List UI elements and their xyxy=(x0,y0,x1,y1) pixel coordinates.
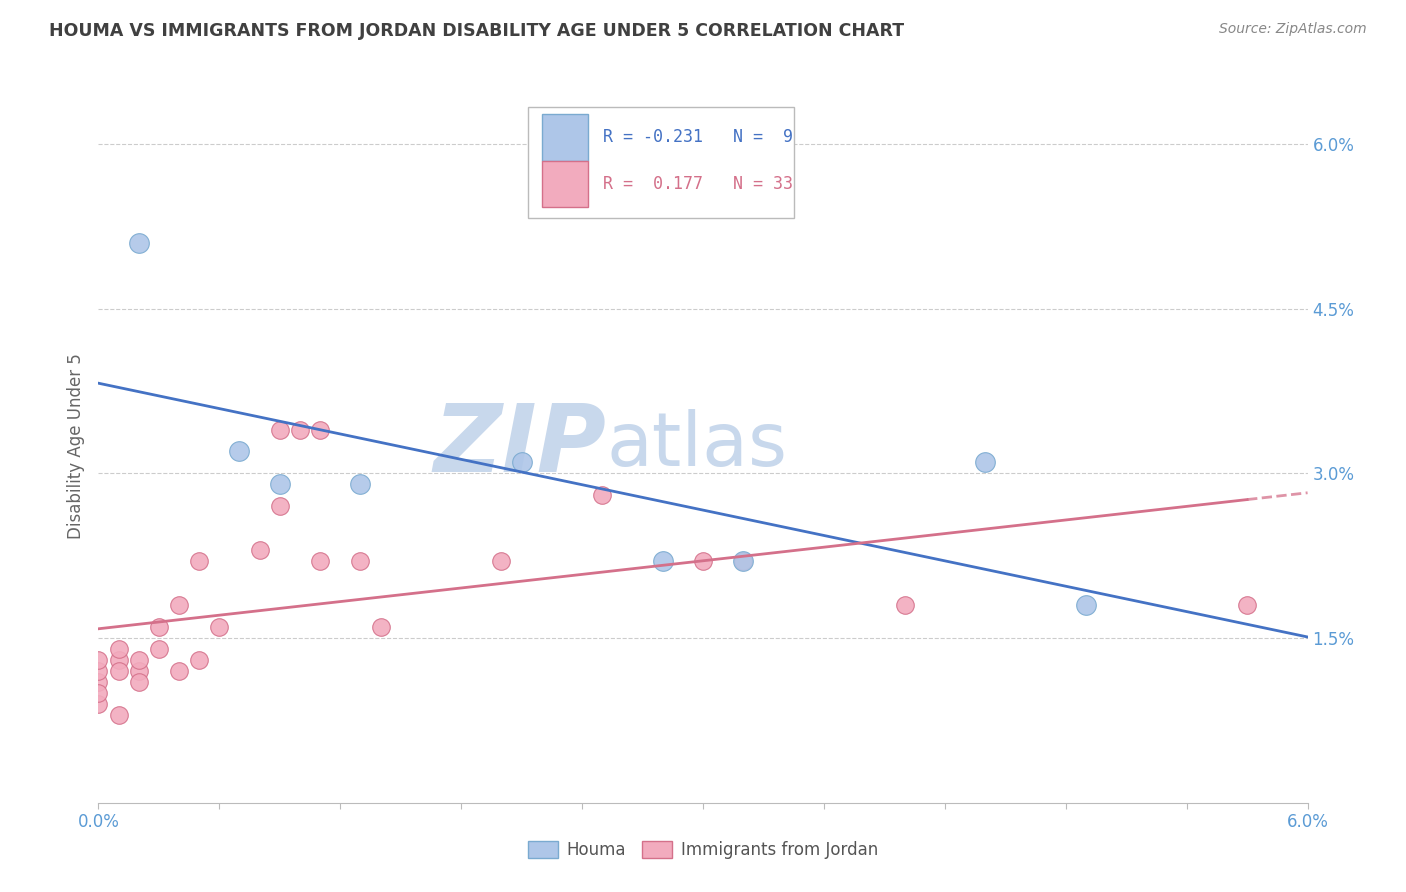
Point xyxy=(148,642,170,657)
Point xyxy=(491,554,513,568)
Text: ZIP: ZIP xyxy=(433,400,606,492)
Point xyxy=(87,697,110,711)
Text: R =  0.177   N = 33: R = 0.177 N = 33 xyxy=(603,175,793,193)
Point xyxy=(309,423,332,437)
Point xyxy=(733,554,755,568)
Text: HOUMA VS IMMIGRANTS FROM JORDAN DISABILITY AGE UNDER 5 CORRELATION CHART: HOUMA VS IMMIGRANTS FROM JORDAN DISABILI… xyxy=(49,22,904,40)
Point xyxy=(87,686,110,700)
Bar xyxy=(543,161,588,207)
Point xyxy=(591,488,613,502)
Point xyxy=(167,598,190,612)
Point xyxy=(288,423,311,437)
Point xyxy=(148,620,170,634)
Point xyxy=(269,500,291,514)
Point xyxy=(188,653,211,667)
Point xyxy=(651,554,673,568)
Legend: Houma, Immigrants from Jordan: Houma, Immigrants from Jordan xyxy=(522,834,884,866)
Point xyxy=(692,554,714,568)
Point xyxy=(107,664,129,678)
Point xyxy=(167,664,190,678)
Point xyxy=(87,664,110,678)
Point xyxy=(1236,598,1258,612)
Point xyxy=(510,455,533,469)
Point xyxy=(269,423,291,437)
Text: Source: ZipAtlas.com: Source: ZipAtlas.com xyxy=(1219,22,1367,37)
Point xyxy=(1074,598,1097,612)
Point xyxy=(107,708,129,723)
Point xyxy=(128,675,150,690)
FancyBboxPatch shape xyxy=(527,107,793,218)
Point xyxy=(208,620,231,634)
Point xyxy=(349,554,371,568)
Point xyxy=(188,554,211,568)
Point xyxy=(228,444,250,458)
Point xyxy=(107,642,129,657)
Text: R = -0.231   N =  9: R = -0.231 N = 9 xyxy=(603,128,793,146)
Point xyxy=(249,543,271,558)
Point xyxy=(128,653,150,667)
Point xyxy=(733,554,755,568)
Point xyxy=(87,675,110,690)
Bar xyxy=(543,114,588,161)
Point xyxy=(370,620,392,634)
Point xyxy=(107,653,129,667)
Point xyxy=(974,455,997,469)
Point xyxy=(128,235,150,250)
Point xyxy=(309,554,332,568)
Text: atlas: atlas xyxy=(606,409,787,483)
Point xyxy=(128,664,150,678)
Point xyxy=(87,653,110,667)
Point xyxy=(349,477,371,491)
Point xyxy=(893,598,915,612)
Y-axis label: Disability Age Under 5: Disability Age Under 5 xyxy=(66,353,84,539)
Point xyxy=(269,477,291,491)
